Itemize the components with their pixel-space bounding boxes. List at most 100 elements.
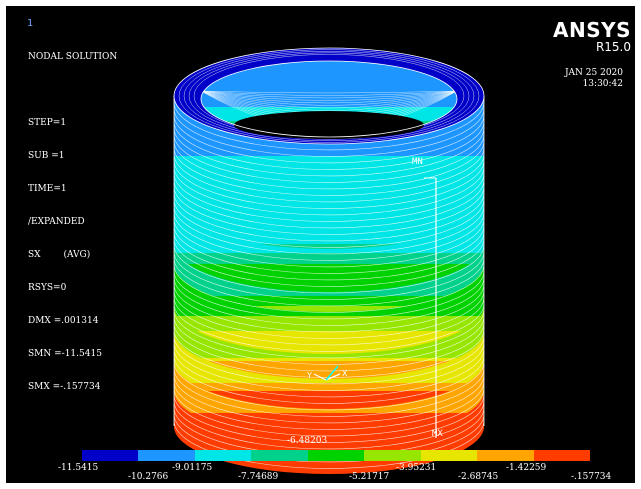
legend-swatch <box>82 450 139 461</box>
date-text: JAN 25 2020 <box>564 68 623 78</box>
mesh-line <box>174 374 484 424</box>
mesh-line <box>174 251 484 300</box>
info-line: DMX =.001314 <box>28 316 99 326</box>
legend-label-bottom: -.157734 <box>571 472 612 482</box>
mesh-line <box>174 127 484 177</box>
triad-axis <box>313 373 327 381</box>
mesh-line <box>174 400 484 450</box>
mesh-line <box>174 205 484 255</box>
mesh-line <box>174 231 484 281</box>
legend-label-bottom: -5.21717 <box>349 472 390 482</box>
mesh-line <box>174 316 484 365</box>
stress-band <box>174 361 484 413</box>
mesh-line <box>174 420 484 469</box>
mesh-line <box>174 121 484 170</box>
cylinder-contour-plot[interactable]: MN MX X Y <box>6 6 635 483</box>
mesh-line <box>174 296 484 346</box>
logo-text: ANSYS <box>552 18 631 42</box>
legend-label-top: -1.42259 <box>506 463 547 473</box>
triad-axis <box>325 365 339 381</box>
ansys-logo: ANSYS R15.0 <box>553 20 631 54</box>
mesh-line <box>174 257 484 307</box>
mesh-line <box>174 134 484 183</box>
legend-label-top: -3.95231 <box>396 463 437 473</box>
max-marker: MX <box>432 429 443 439</box>
release-version: R15.0 <box>595 40 631 54</box>
triad-axis <box>325 373 341 381</box>
inner-opening <box>234 111 424 139</box>
plot-info-panel: NODAL SOLUTION STEP=1 SUB =1 TIME=1 /EXP… <box>28 30 117 415</box>
stress-band <box>174 156 484 208</box>
info-line: NODAL SOLUTION <box>28 52 118 62</box>
legend-swatch <box>533 450 590 461</box>
info-line <box>28 85 117 96</box>
cylinder-wall <box>174 96 484 474</box>
mesh-line <box>174 225 484 274</box>
mesh-line <box>174 101 484 151</box>
mesh-line <box>174 140 484 190</box>
mesh-line <box>201 90 457 104</box>
timestamp: JAN 25 2020 13:30:42 <box>565 68 623 90</box>
legend-label-bottom: -7.74689 <box>238 472 279 482</box>
mesh-line <box>174 309 484 359</box>
mesh-line <box>174 160 484 209</box>
legend-swatch <box>138 450 195 461</box>
mesh-line <box>174 244 484 294</box>
mesh-line <box>174 348 484 398</box>
mesh-line <box>174 322 484 372</box>
legend-swatch <box>194 450 252 461</box>
mesh-line <box>174 270 484 320</box>
mesh-line <box>174 394 484 443</box>
graphics-viewport[interactable]: MN MX X Y 1 NODAL SOLUTION STEP=1 SUB =1 TI… <box>6 6 635 483</box>
info-line: SMN =-11.5415 <box>28 349 102 359</box>
mesh-line <box>201 90 457 96</box>
mesh-line <box>201 90 457 101</box>
info-line: STEP=1 <box>28 118 67 128</box>
mesh-line <box>174 368 484 417</box>
mesh-line <box>174 413 484 463</box>
triad-x-label: X <box>342 369 348 378</box>
legend-swatch <box>420 450 478 461</box>
info-line: TIME=1 <box>28 184 67 194</box>
mesh-line <box>201 90 457 109</box>
mesh-line <box>174 238 484 287</box>
mesh-line <box>174 342 484 391</box>
mesh-line <box>201 90 457 106</box>
window-number: 1 <box>27 18 34 29</box>
mesh-line <box>174 186 484 235</box>
mesh-line <box>174 290 484 339</box>
mesh-line <box>174 173 484 222</box>
mesh-line <box>174 218 484 268</box>
mesh-line <box>188 52 470 140</box>
mesh-line <box>174 179 484 229</box>
mesh-line <box>174 303 484 352</box>
mesh-line <box>174 381 484 430</box>
mesh-line <box>201 90 457 111</box>
mesh-line <box>174 147 484 196</box>
mesh-line <box>174 108 484 157</box>
legend-label-top: -11.5415 <box>58 463 99 473</box>
info-line: SX (AVG) <box>28 250 91 260</box>
legend-label-bottom: -10.2766 <box>128 472 169 482</box>
stress-band <box>174 306 484 358</box>
legend-swatch <box>251 450 308 461</box>
mesh-line <box>201 90 457 99</box>
mesh-line <box>178 49 480 143</box>
mesh-line <box>174 212 484 261</box>
info-line: /EXPANDED <box>28 217 85 227</box>
info-line: RSYS=0 <box>28 283 67 293</box>
mesh-line <box>174 114 484 164</box>
stress-band <box>174 391 484 443</box>
mesh-line <box>174 361 484 411</box>
stress-band <box>174 244 484 296</box>
legend-swatch <box>364 450 421 461</box>
legend-swatch <box>307 450 365 461</box>
legend-label-top: -9.01175 <box>172 463 213 473</box>
info-line: SUB =1 <box>28 151 65 161</box>
mesh-line <box>174 166 484 216</box>
legend-label-bottom: -2.68745 <box>458 472 499 482</box>
inner-rim <box>200 60 458 138</box>
mesh-line <box>174 277 484 326</box>
triad-y-label: Y <box>306 371 312 380</box>
min-marker: MN <box>412 157 423 167</box>
